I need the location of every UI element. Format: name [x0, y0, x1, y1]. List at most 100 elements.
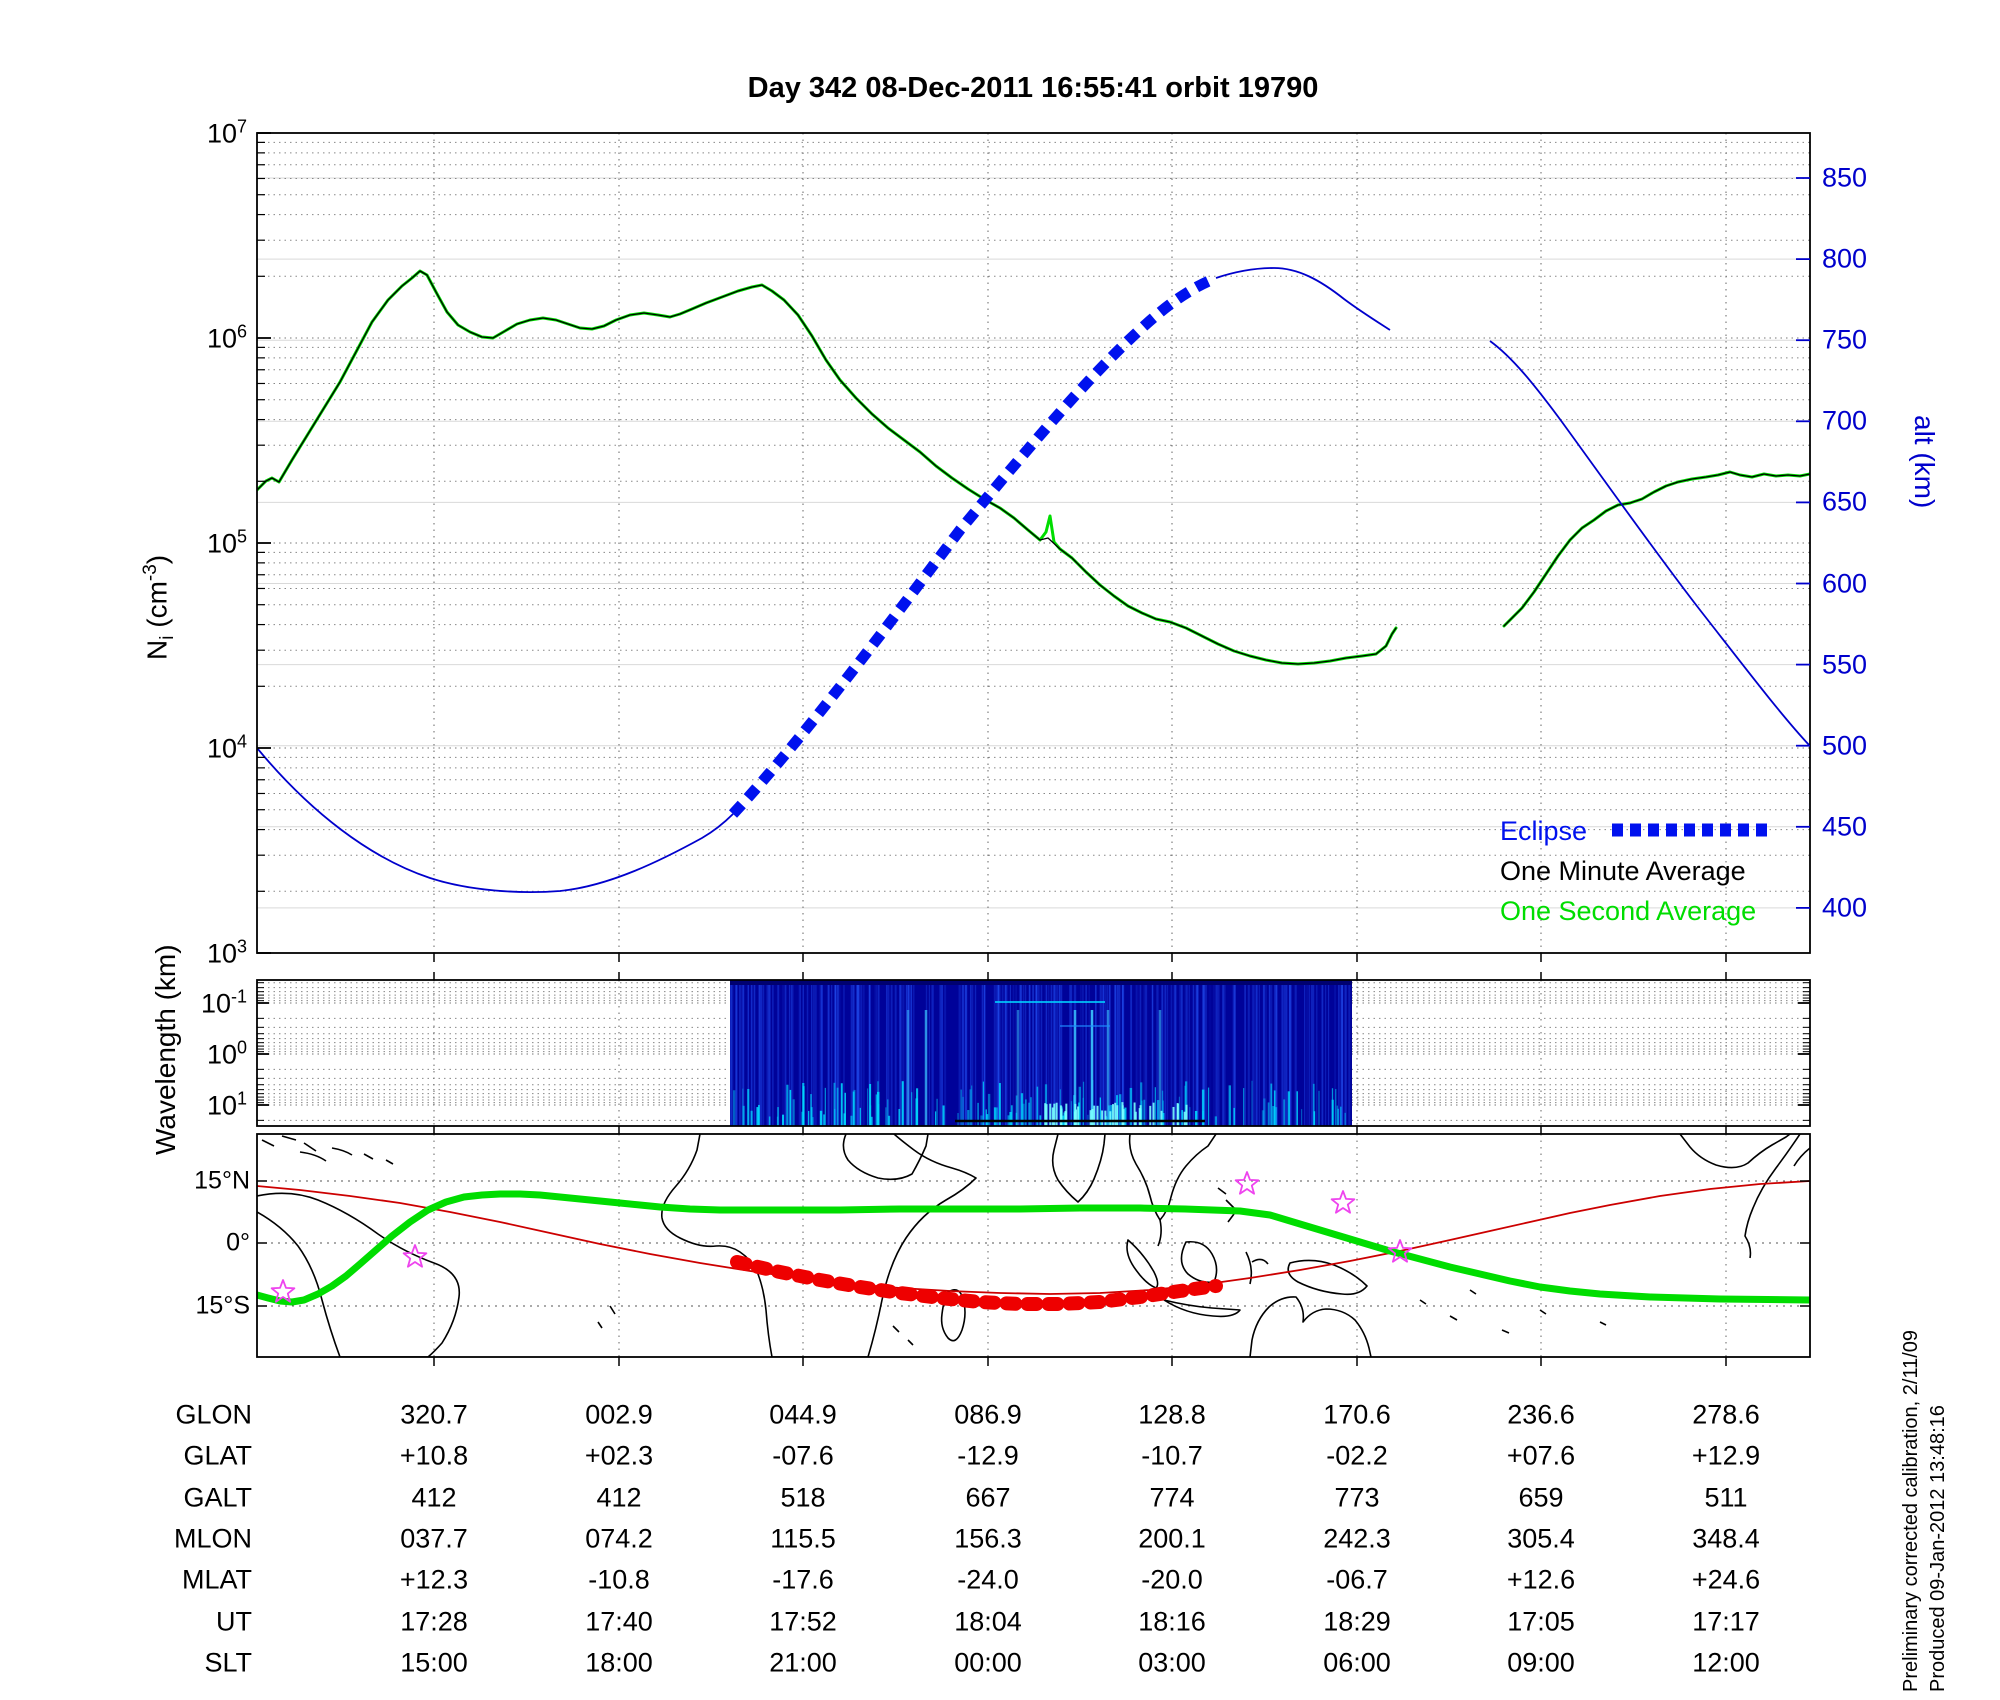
- table-row-label: GLAT: [183, 1440, 252, 1471]
- table-cell: 278.6: [1692, 1399, 1760, 1430]
- table-cell: 200.1: [1138, 1523, 1206, 1554]
- table-cell: -20.0: [1141, 1564, 1203, 1595]
- table-row-label: GLON: [175, 1399, 252, 1430]
- table-row-label: UT: [216, 1606, 252, 1636]
- table-cell: 128.8: [1138, 1399, 1206, 1430]
- wavelength-tick-label: 10-1: [200, 986, 247, 1019]
- legend-eclipse-label: Eclipse: [1500, 816, 1588, 846]
- table-cell: -24.0: [957, 1564, 1019, 1595]
- axis-ticks: [257, 132, 1810, 1366]
- coastlines: [257, 1134, 1810, 1357]
- altitude-gridlines: [257, 177, 1810, 909]
- altitude-tick-label: 450: [1822, 811, 1868, 842]
- table-cell: +24.6: [1691, 1564, 1761, 1595]
- table-cell: 773: [1334, 1482, 1380, 1513]
- table-cell: 21:00: [769, 1647, 837, 1678]
- table-cell: 15:00: [400, 1647, 468, 1678]
- map-latitude-label: 15°S: [195, 1291, 250, 1320]
- table-cell: 774: [1149, 1482, 1195, 1513]
- eclipse-ground-track-red: [730, 1255, 1223, 1311]
- figure-title: Day 342 08-Dec-2011 16:55:41 orbit 19790: [747, 72, 1319, 104]
- table-cell: -07.6: [772, 1440, 834, 1471]
- table-cell: 09:00: [1507, 1647, 1575, 1678]
- table-cell: 044.9: [769, 1399, 837, 1430]
- wavelength-tick-label: 101: [206, 1088, 247, 1121]
- table-cell: 17:05: [1507, 1606, 1575, 1636]
- table-cell: 00:00: [954, 1647, 1022, 1678]
- table-cell: 18:04: [954, 1606, 1022, 1636]
- panel-frames: [256, 132, 1811, 1358]
- table-cell: 002.9: [585, 1399, 653, 1430]
- altitude-tick-label: 700: [1822, 405, 1868, 436]
- table-row-label: MLAT: [181, 1564, 252, 1595]
- table-cell: 17:40: [585, 1606, 653, 1636]
- table-cell: 074.2: [585, 1523, 653, 1554]
- density-tick-label: 103: [206, 936, 247, 969]
- table-cell: 17:28: [400, 1606, 468, 1636]
- density-altitude-curves: [257, 267, 1810, 893]
- altitude-tick-label: 800: [1822, 243, 1868, 274]
- altitude-tick-label: 850: [1822, 162, 1868, 193]
- table-cell: 242.3: [1323, 1523, 1391, 1554]
- magnetic-equator-line: [257, 1180, 1810, 1295]
- map-latitude-label: 15°N: [194, 1166, 250, 1195]
- table-cell: -06.7: [1326, 1564, 1388, 1595]
- sidebar-notes: Preliminary corrected calibration, 2/11/…: [1898, 1262, 1952, 1692]
- sidebar-note-produced: Produced 09-Jan-2012 13:48:16: [1927, 1405, 1949, 1692]
- table-cell: 305.4: [1507, 1523, 1575, 1554]
- table-cell: +12.6: [1506, 1564, 1576, 1595]
- density-tick-label: 106: [206, 321, 247, 354]
- vertical-gridlines: [433, 133, 1727, 1357]
- altitude-tick-label: 600: [1822, 568, 1868, 598]
- density-axis-label: Ni (cm-3): [140, 554, 178, 660]
- density-tick-label: 107: [206, 116, 247, 149]
- table-cell: 18:29: [1323, 1606, 1391, 1636]
- wavelength-tick-label: 100: [206, 1037, 247, 1070]
- altitude-tick-label: 400: [1822, 892, 1868, 923]
- altitude-axis-label: alt (km): [1909, 415, 1940, 509]
- table-cell: +02.3: [584, 1440, 654, 1471]
- table-cell: 412: [596, 1482, 642, 1513]
- table-cell: -10.8: [588, 1564, 650, 1595]
- table-cell: 236.6: [1507, 1399, 1575, 1430]
- table-row-label: GALT: [183, 1482, 252, 1513]
- table-cell: +12.3: [399, 1564, 469, 1595]
- legend-one-minute-label: One Minute Average: [1500, 856, 1746, 886]
- legend-one-second-label: One Second Average: [1500, 896, 1757, 926]
- altitude-tick-label: 750: [1822, 324, 1868, 355]
- table-cell: 06:00: [1323, 1647, 1391, 1678]
- table-cell: 17:17: [1692, 1606, 1760, 1636]
- table-cell: +07.6: [1506, 1440, 1576, 1471]
- table-cell: 17:52: [769, 1606, 837, 1636]
- log-gridlines: [257, 132, 1810, 1307]
- ground-track-green: [257, 1190, 1810, 1306]
- sidebar-note-calibration: Preliminary corrected calibration, 2/11/…: [1900, 1329, 1922, 1692]
- table-cell: 086.9: [954, 1399, 1022, 1430]
- table-cell: -10.7: [1141, 1440, 1203, 1471]
- table-row-label: SLT: [204, 1647, 252, 1678]
- table-cell: 412: [411, 1482, 457, 1513]
- table-cell: 170.6: [1323, 1399, 1391, 1430]
- table-cell: 18:00: [585, 1647, 653, 1678]
- table-cell: -17.6: [772, 1564, 834, 1595]
- table-cell: +12.9: [1691, 1440, 1761, 1471]
- table-row-label: MLON: [173, 1523, 252, 1554]
- table-cell: 320.7: [400, 1399, 468, 1430]
- table-cell: 348.4: [1692, 1523, 1760, 1554]
- table-cell: 03:00: [1138, 1647, 1206, 1678]
- spectrogram-image: [730, 980, 1352, 1126]
- table-cell: 037.7: [400, 1523, 468, 1554]
- altitude-tick-label: 550: [1822, 649, 1868, 680]
- table-cell: 659: [1518, 1482, 1564, 1513]
- map-latitude-label: 0°: [226, 1228, 250, 1257]
- density-tick-label: 104: [206, 731, 247, 764]
- wavelength-axis-label: Wavelength (km): [150, 944, 181, 1155]
- table-cell: 518: [780, 1482, 826, 1513]
- density-tick-label: 105: [206, 526, 247, 559]
- table-cell: 511: [1704, 1482, 1748, 1513]
- station-stars: [270, 1171, 1413, 1303]
- table-cell: 12:00: [1692, 1647, 1760, 1678]
- world-map: [257, 1134, 1810, 1357]
- altitude-tick-label: 650: [1822, 486, 1868, 517]
